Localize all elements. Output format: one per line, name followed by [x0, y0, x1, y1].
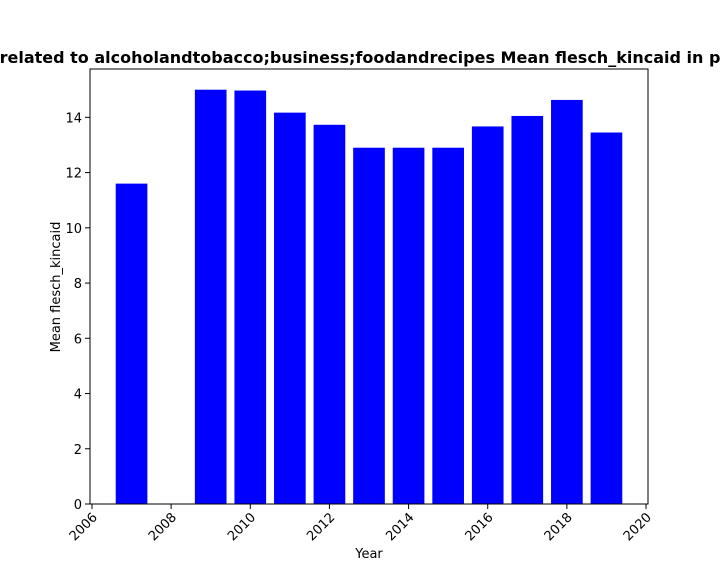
- bar-2015: [432, 147, 464, 504]
- bar-2012: [313, 124, 346, 504]
- bar-2010: [234, 90, 267, 504]
- x-tick-label: 2006: [67, 510, 101, 544]
- bar-2014: [392, 147, 425, 504]
- x-tick-label: 2014: [383, 510, 417, 544]
- y-tick-label: 10: [65, 222, 82, 237]
- x-axis-ticks: 2006 2008 2010 2012 2014 2016 2018 2020: [67, 504, 655, 544]
- bar-2007: [115, 183, 148, 504]
- bars-group: [115, 89, 623, 505]
- x-tick-label: 2018: [542, 510, 576, 544]
- bar-2019: [590, 132, 623, 504]
- y-tick-label: 4: [74, 388, 82, 403]
- plot-frame: [89, 68, 649, 505]
- y-axis-ticks: 0 2 4 6 8 10 12 14: [65, 111, 90, 513]
- x-tick-label: 2008: [146, 510, 180, 544]
- bar-2016: [471, 126, 504, 504]
- x-tick-label: 2012: [304, 510, 338, 544]
- chart-title: related to alcoholandtobacco;business;fo…: [0, 48, 720, 67]
- y-tick-label: 14: [65, 111, 82, 126]
- y-tick-label: 6: [74, 332, 82, 347]
- y-tick-label: 8: [74, 277, 82, 292]
- y-tick-label: 12: [65, 167, 82, 182]
- y-tick-label: 2: [74, 443, 82, 458]
- x-tick-label: 2010: [225, 510, 259, 544]
- bar-2013: [353, 147, 385, 504]
- bar-2018: [551, 99, 583, 505]
- x-tick-label: 2020: [621, 510, 655, 544]
- x-tick-label: 2016: [463, 510, 497, 544]
- bar-2017: [511, 115, 544, 504]
- bar-2011: [274, 112, 306, 504]
- bar-2009: [194, 89, 227, 505]
- x-axis-label: Year: [354, 547, 383, 562]
- y-tick-label: 0: [74, 498, 82, 513]
- y-axis-label: Mean flesch_kincaid: [49, 222, 64, 353]
